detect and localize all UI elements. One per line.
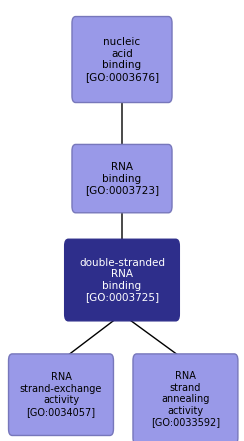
Text: RNA
binding
[GO:0003723]: RNA binding [GO:0003723] (85, 162, 159, 195)
Text: double-stranded
RNA
binding
[GO:0003725]: double-stranded RNA binding [GO:0003725] (79, 258, 165, 303)
FancyBboxPatch shape (133, 354, 238, 441)
FancyBboxPatch shape (72, 145, 172, 213)
FancyBboxPatch shape (65, 239, 179, 321)
FancyBboxPatch shape (72, 16, 172, 103)
Text: RNA
strand-exchange
activity
[GO:0034057]: RNA strand-exchange activity [GO:0034057… (20, 372, 102, 417)
FancyBboxPatch shape (9, 354, 113, 436)
Text: RNA
strand
annealing
activity
[GO:0033592]: RNA strand annealing activity [GO:003359… (151, 371, 220, 427)
Text: nucleic
acid
binding
[GO:0003676]: nucleic acid binding [GO:0003676] (85, 37, 159, 82)
